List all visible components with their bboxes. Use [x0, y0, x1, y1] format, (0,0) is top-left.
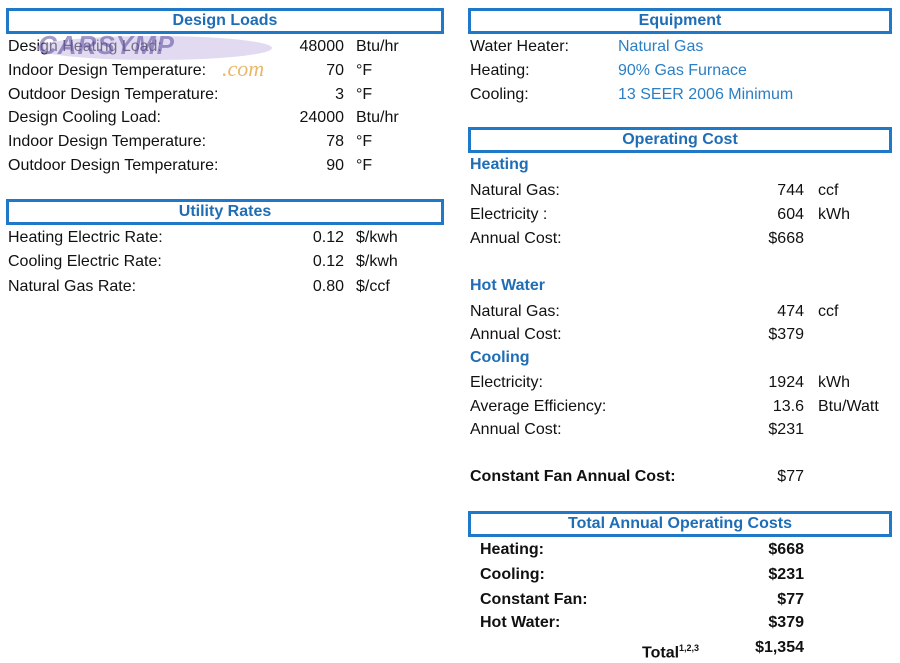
indoor-heating-temp-unit: °F — [356, 62, 373, 79]
equipment-header: Equipment — [468, 8, 892, 34]
heating-subheading: Heating — [470, 156, 529, 173]
total-costs-header: Total Annual Operating Costs — [468, 511, 892, 537]
heating-electricity-unit: kWh — [818, 206, 850, 223]
total-hot-water-value: $379 — [768, 614, 804, 631]
cooling-electric-rate-label: Cooling Electric Rate: — [8, 253, 162, 270]
watermark-suffix: .com — [222, 56, 264, 80]
design-cooling-load-value: 24000 — [299, 109, 345, 126]
indoor-heating-temp-value: 70 — [326, 62, 344, 79]
cooling-electricity-label: Electricity: — [470, 374, 543, 391]
total-constant-fan-label: Constant Fan: — [480, 591, 588, 608]
constant-fan-label: Constant Fan Annual Cost: — [470, 468, 676, 485]
average-efficiency-label: Average Efficiency: — [470, 398, 607, 415]
hot-water-subheading: Hot Water — [470, 277, 545, 294]
design-loads-header: Design Loads — [6, 8, 444, 34]
hot-water-gas-label: Natural Gas: — [470, 303, 560, 320]
cooling-electricity-value: 1924 — [768, 374, 804, 391]
outdoor-cooling-temp-label: Outdoor Design Temperature: — [8, 157, 219, 174]
natural-gas-rate-value: 0.80 — [312, 278, 344, 295]
grand-total-text: Total — [642, 644, 680, 662]
indoor-cooling-temp-unit: °F — [356, 133, 373, 150]
heating-equipment-label: Heating: — [470, 62, 530, 79]
outdoor-cooling-temp-unit: °F — [356, 157, 373, 174]
design-cooling-load-label: Design Cooling Load: — [8, 109, 161, 126]
cooling-subheading: Cooling — [470, 349, 530, 366]
total-constant-fan-value: $77 — [777, 591, 804, 608]
natural-gas-rate-label: Natural Gas Rate: — [8, 278, 137, 295]
water-heater-label: Water Heater: — [470, 38, 569, 55]
outdoor-heating-temp-value: 3 — [335, 86, 344, 103]
indoor-cooling-temp-label: Indoor Design Temperature: — [8, 133, 207, 150]
total-cooling-value: $231 — [768, 566, 804, 583]
cooling-annual-cost-label: Annual Cost: — [470, 421, 562, 438]
heating-electricity-value: 604 — [777, 206, 804, 223]
operating-cost-header: Operating Cost — [468, 127, 892, 153]
hot-water-annual-cost-value: $379 — [768, 326, 804, 343]
design-cooling-load-unit: Btu/hr — [356, 109, 399, 126]
heating-electric-rate-label: Heating Electric Rate: — [8, 229, 163, 246]
cooling-annual-cost-value: $231 — [768, 421, 804, 438]
heating-gas-unit: ccf — [818, 182, 839, 199]
total-hot-water-label: Hot Water: — [480, 614, 561, 631]
heating-electric-rate-unit: $/kwh — [356, 229, 398, 246]
heating-electricity-label: Electricity : — [470, 206, 548, 223]
grand-total-footnotes: 1,2,3 — [679, 643, 700, 653]
grand-total-label: Total1,2,3 — [642, 638, 699, 663]
design-heating-load-value: 48000 — [299, 38, 345, 55]
average-efficiency-unit: Btu/Watt — [818, 398, 879, 415]
heating-annual-cost-value: $668 — [768, 230, 804, 247]
heating-equipment-value: 90% Gas Furnace — [618, 62, 747, 79]
indoor-cooling-temp-value: 78 — [326, 133, 344, 150]
design-heating-load-label: Design Heating Load: — [8, 38, 162, 55]
cooling-equipment-value: 13 SEER 2006 Minimum — [618, 86, 794, 103]
outdoor-cooling-temp-value: 90 — [326, 157, 344, 174]
heating-gas-label: Natural Gas: — [470, 182, 560, 199]
natural-gas-rate-unit: $/ccf — [356, 278, 390, 295]
cooling-electricity-unit: kWh — [818, 374, 850, 391]
heating-gas-value: 744 — [777, 182, 804, 199]
total-heating-value: $668 — [768, 541, 804, 558]
heating-annual-cost-label: Annual Cost: — [470, 230, 562, 247]
outdoor-heating-temp-unit: °F — [356, 86, 373, 103]
constant-fan-value: $77 — [777, 468, 804, 485]
design-heating-load-unit: Btu/hr — [356, 38, 399, 55]
total-heating-label: Heating: — [480, 541, 544, 558]
cooling-electric-rate-value: 0.12 — [312, 253, 344, 270]
indoor-heating-temp-label: Indoor Design Temperature: — [8, 62, 207, 79]
hot-water-gas-value: 474 — [777, 303, 804, 320]
water-heater-value: Natural Gas — [618, 38, 704, 55]
outdoor-heating-temp-label: Outdoor Design Temperature: — [8, 86, 219, 103]
total-cooling-label: Cooling: — [480, 566, 545, 583]
grand-total-value: $1,354 — [755, 639, 804, 656]
utility-rates-header: Utility Rates — [6, 199, 444, 225]
cooling-electric-rate-unit: $/kwh — [356, 253, 398, 270]
cooling-equipment-label: Cooling: — [470, 86, 529, 103]
heating-electric-rate-value: 0.12 — [312, 229, 344, 246]
hot-water-gas-unit: ccf — [818, 303, 839, 320]
average-efficiency-value: 13.6 — [772, 398, 804, 415]
hot-water-annual-cost-label: Annual Cost: — [470, 326, 562, 343]
